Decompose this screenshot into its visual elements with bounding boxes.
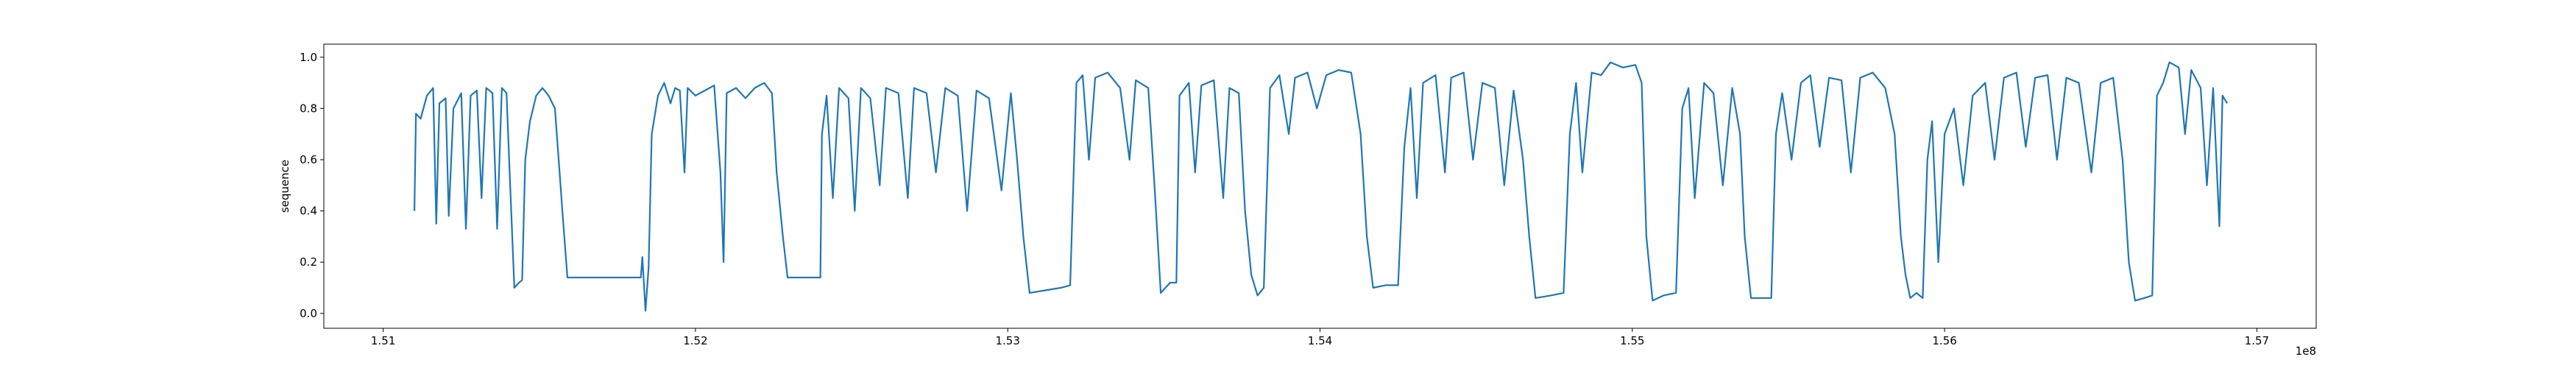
x-tick-label: 1.56 [1932, 334, 1956, 347]
y-tick-label: 0.4 [300, 205, 317, 218]
x-offset-text: 1e8 [2296, 344, 2316, 358]
y-tick-label: 0.2 [300, 255, 317, 269]
x-tick-label: 1.53 [996, 334, 1020, 347]
plot-frame [323, 43, 2317, 329]
x-tick-label: 1.55 [1620, 334, 1644, 347]
y-axis-label: sequence [278, 160, 291, 213]
x-tick-label: 1.51 [371, 334, 395, 347]
x-tick-label: 1.52 [683, 334, 707, 347]
y-tick-label: 0.0 [300, 307, 317, 320]
y-tick-label: 0.8 [300, 102, 317, 115]
data-line [413, 61, 2229, 312]
y-tick-label: 1.0 [300, 51, 317, 64]
x-tick-label: 1.57 [2245, 334, 2269, 347]
y-tick-label: 0.6 [300, 153, 317, 166]
x-tick-label: 1.54 [1308, 334, 1332, 347]
